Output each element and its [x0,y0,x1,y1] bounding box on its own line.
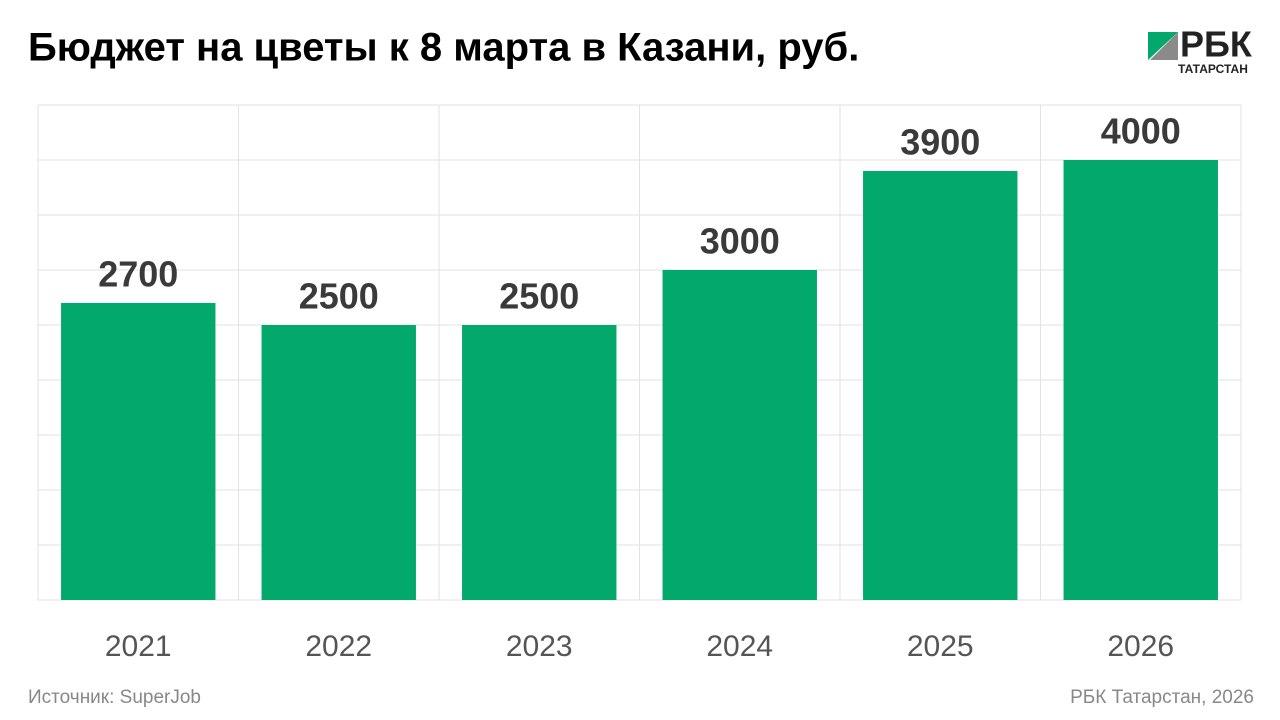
x-tick-label: 2025 [907,630,974,663]
value-label: 4000 [1101,111,1181,152]
x-tick-label: 2023 [506,630,573,663]
credit: РБК Татарстан, 2026 [1070,687,1254,708]
logo-region: ТАТАРСТАН [1178,62,1248,76]
bar [462,325,617,600]
logo: РБК ТАТАРСТАН [1148,24,1253,76]
bar [61,303,216,600]
x-tick-label: 2024 [706,630,773,663]
x-tick-label: 2022 [305,630,372,663]
logo-icon [1150,32,1178,60]
x-tick-label: 2026 [1107,630,1174,663]
source: Источник: SuperJob [28,687,201,708]
value-label: 2500 [499,276,579,317]
x-tick-label: 2021 [105,630,172,663]
bar [1063,160,1218,600]
bar [863,171,1018,600]
logo-icon [1148,32,1178,60]
bar [261,325,416,600]
value-label: 2700 [98,254,178,295]
value-label: 3000 [700,221,780,262]
value-label: 3900 [900,122,980,163]
chart-title: Бюджет на цветы к 8 марта в Казани, руб. [28,26,859,70]
value-label: 2500 [299,276,379,317]
logo-name: РБК [1180,24,1253,65]
bar [662,270,817,600]
